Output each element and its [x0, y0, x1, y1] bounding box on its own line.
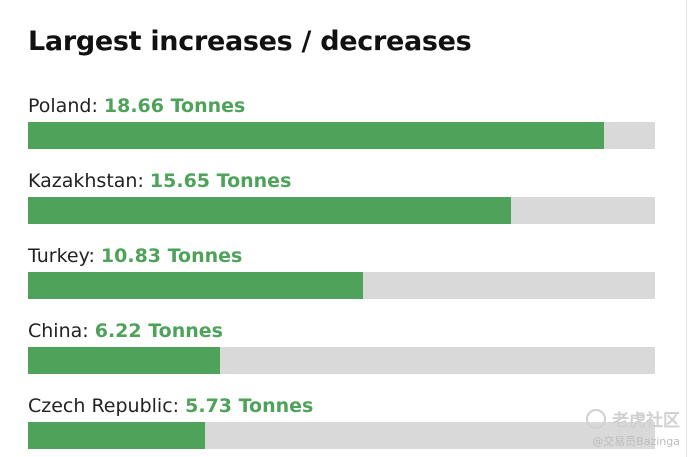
bar-fill	[28, 122, 604, 149]
bar-track	[28, 122, 655, 149]
value-label: 18.66 Tonnes	[103, 95, 246, 117]
category-label: China	[28, 320, 83, 342]
bar-track	[28, 272, 655, 299]
watermark-logo-text: 老虎社区	[612, 411, 680, 431]
bar-row: Poland: 18.66 Tonnes	[28, 93, 655, 149]
label-separator: :	[172, 395, 186, 417]
bar-label: Kazakhstan: 15.65 Tonnes	[28, 168, 655, 194]
watermark-handle: @交易员Bazinga	[592, 435, 680, 448]
bar-track	[28, 347, 655, 374]
category-label: Kazakhstan	[28, 170, 138, 192]
tiger-logo-icon	[586, 408, 606, 429]
label-separator: :	[82, 320, 95, 342]
value-label: 10.83 Tonnes	[100, 245, 243, 267]
label-separator: :	[91, 95, 104, 117]
category-label: Turkey	[28, 245, 89, 267]
bar-label: Poland: 18.66 Tonnes	[28, 93, 655, 119]
bar-track	[28, 197, 655, 224]
value-label: 5.73 Tonnes	[185, 395, 314, 417]
chart-title: Largest increases / decreases	[28, 26, 472, 57]
bar-fill	[28, 197, 511, 224]
category-label: Poland	[28, 95, 92, 117]
bar-fill	[28, 272, 363, 299]
bar-fill	[28, 422, 205, 449]
bar-label: Turkey: 10.83 Tonnes	[28, 243, 655, 269]
value-label: 15.65 Tonnes	[149, 170, 292, 192]
bar-row: Czech Republic: 5.73 Tonnes	[28, 393, 655, 449]
bar-row: Kazakhstan: 15.65 Tonnes	[28, 168, 655, 224]
bar-label: Czech Republic: 5.73 Tonnes	[28, 393, 655, 419]
watermark-logo: 老虎社区	[586, 406, 680, 431]
bar-row: Turkey: 10.83 Tonnes	[28, 243, 655, 299]
label-separator: :	[88, 245, 101, 267]
watermark: 老虎社区 @交易员Bazinga	[586, 406, 680, 449]
bar-row: China: 6.22 Tonnes	[28, 318, 655, 374]
bar-label: China: 6.22 Tonnes	[28, 318, 655, 344]
value-label: 6.22 Tonnes	[94, 320, 223, 342]
category-label: Czech Republic	[28, 395, 173, 417]
bar-track	[28, 422, 655, 449]
label-separator: :	[137, 170, 150, 192]
bar-fill	[28, 347, 220, 374]
